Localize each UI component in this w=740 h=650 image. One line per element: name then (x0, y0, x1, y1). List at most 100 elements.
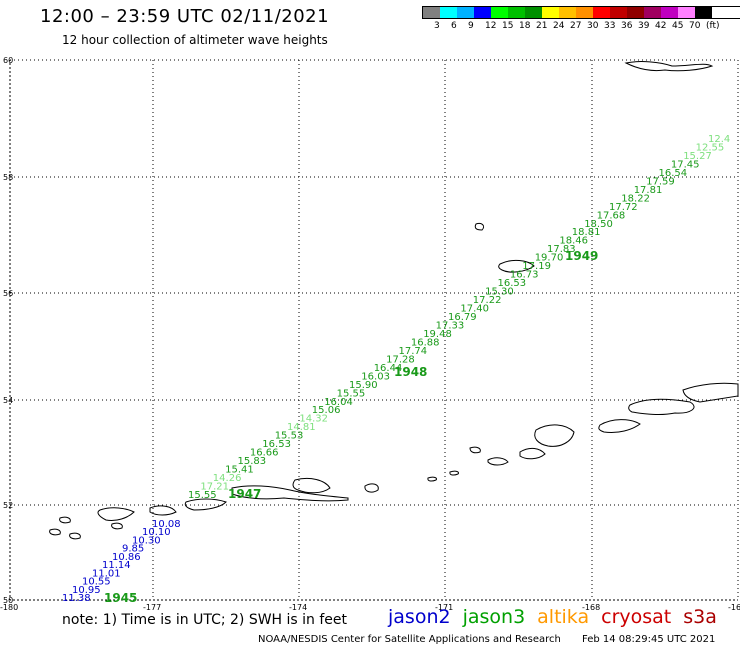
map-title: 12:00 – 23:59 UTC 02/11/2021 (40, 6, 330, 27)
legend-swatch (661, 7, 678, 18)
legend-label: 33 (604, 21, 616, 31)
legend-swatch (457, 7, 474, 18)
longitude-label: -171 (435, 603, 453, 612)
satellite-legend: jason2 jason3 altika cryosat s3a (388, 606, 729, 628)
wave-height-value: 9.85 (122, 544, 144, 555)
wave-height-value: 17.19 (522, 261, 551, 272)
wave-height-value: 10.10 (142, 527, 171, 538)
legend-label: (ft) (706, 21, 720, 31)
wave-height-value: 17.45 (671, 159, 700, 170)
footer-note: note: 1) Time is in UTC; 2) SWH is in fe… (62, 612, 348, 628)
wave-height-value: 10.30 (132, 535, 161, 546)
axis-labels: 60 58 56 54 52 50-180 -177 -174 -171 -168 -16 (0, 56, 740, 612)
wave-height-value: 17.33 (436, 321, 465, 332)
wave-height-value: 18.81 (572, 227, 601, 238)
legend-label: 42 (655, 21, 667, 31)
wave-height-value: 15.30 (485, 287, 514, 298)
legend-label: 12 (485, 21, 497, 31)
wave-height-value: 14.26 (213, 473, 242, 484)
wave-height-value: 10.86 (112, 552, 141, 563)
wave-height-value: 16.79 (448, 312, 477, 323)
wave-height-value: 12.55 (696, 143, 725, 154)
longitude-label: -177 (143, 603, 161, 612)
wave-height-value: 16.88 (411, 337, 440, 348)
legend-label: 30 (587, 21, 599, 31)
legend-swatch (695, 7, 712, 18)
wave-height-value: 17.59 (646, 176, 675, 187)
wave-height-value: 12.4 (708, 134, 730, 145)
satellite-jason3-label: jason3 (462, 606, 526, 628)
map-grid (9, 59, 739, 601)
wave-height-value: 17.81 (634, 185, 663, 196)
latitude-label: 60 (3, 56, 13, 65)
longitude-label: -174 (289, 603, 307, 612)
wave-height-value: 10.95 (72, 585, 101, 596)
legend-label: 9 (468, 21, 474, 31)
pass-number-label: 1945 (104, 591, 137, 605)
legend-label: 39 (638, 21, 650, 31)
legend-swatch (593, 7, 610, 18)
wave-height-value: 15.55 (337, 388, 366, 399)
wave-height-value: 10.08 (152, 519, 181, 530)
legend-swatch (474, 7, 491, 18)
wave-height-value: 18.22 (621, 193, 650, 204)
wave-height-value: 16.04 (324, 397, 353, 408)
legend-label: 45 (672, 21, 684, 31)
wave-height-value: 19.70 (535, 253, 564, 264)
legend-labels: 3 6 9 12 15 18 21 24 27 30 33 36 39 42 45 70 (ft) (422, 19, 740, 33)
wave-height-value: 11.14 (102, 560, 131, 571)
legend-swatch (542, 7, 559, 18)
satellite-s3a-label: s3a (683, 606, 717, 628)
pass-number-label: 1948 (394, 365, 427, 379)
wave-height-value: 17.21 (200, 482, 229, 493)
wave-height-value: 17.72 (609, 202, 638, 213)
wave-height-value: 17.40 (460, 304, 489, 315)
latitude-label: 52 (3, 501, 13, 510)
wave-height-value: 16.53 (262, 439, 291, 450)
legend-label: 18 (519, 21, 531, 31)
latitude-label: 58 (3, 173, 13, 182)
satellite-jason2-label: jason2 (388, 606, 451, 628)
wave-height-value: 15.27 (683, 151, 712, 162)
wave-height-value: 14.32 (299, 414, 328, 425)
wave-height-value: 16.44 (374, 363, 403, 374)
latitude-label: 54 (3, 396, 13, 405)
legend-swatch (678, 7, 695, 18)
legend-label: 6 (451, 21, 457, 31)
legend-swatch (576, 7, 593, 18)
legend-swatch (423, 7, 440, 18)
wave-height-value: 17.74 (399, 346, 428, 357)
wave-height-value: 15.55 (188, 490, 217, 501)
map-subtitle: 12 hour collection of altimeter wave hei… (62, 33, 328, 47)
coastline (49, 61, 739, 540)
wave-height-value: 17.28 (386, 354, 415, 365)
wave-height-value: 19.48 (423, 329, 452, 340)
satellite-altika-label: altika (537, 606, 590, 628)
altimeter-tracks: 11.3810.9510.5511.0111.1410.869.8510.301… (62, 134, 730, 605)
credit-text: NOAA/NESDIS Center for Satellite Applica… (258, 634, 561, 645)
legend-swatch (525, 7, 542, 18)
legend-swatch (610, 7, 627, 18)
legend-swatch (440, 7, 457, 18)
wave-height-value: 16.66 (250, 448, 279, 459)
wave-height-value: 17.68 (597, 210, 626, 221)
legend-label: 70 (689, 21, 701, 31)
wave-height-value: 16.53 (498, 278, 527, 289)
wave-height-value: 18.50 (584, 219, 613, 230)
pass-number-label: 1949 (565, 249, 598, 263)
wave-height-value: 18.46 (559, 236, 588, 247)
wave-height-value: 16.03 (361, 371, 390, 382)
wave-height-value: 17.22 (473, 295, 502, 306)
legend-label: 15 (502, 21, 514, 31)
legend-swatch (559, 7, 576, 18)
legend-swatch (644, 7, 661, 18)
legend-label: 3 (434, 21, 440, 31)
wave-height-value: 11.01 (92, 568, 121, 579)
wave-height-legend: 3 6 9 12 15 18 21 24 27 30 33 36 39 42 45 70 (ft) (422, 6, 740, 33)
wave-height-value: 15.53 (275, 431, 304, 442)
legend-swatch (491, 7, 508, 18)
wave-height-value: 16.73 (510, 270, 539, 281)
longitude-label: -180 (0, 603, 18, 612)
legend-label: 27 (570, 21, 582, 31)
